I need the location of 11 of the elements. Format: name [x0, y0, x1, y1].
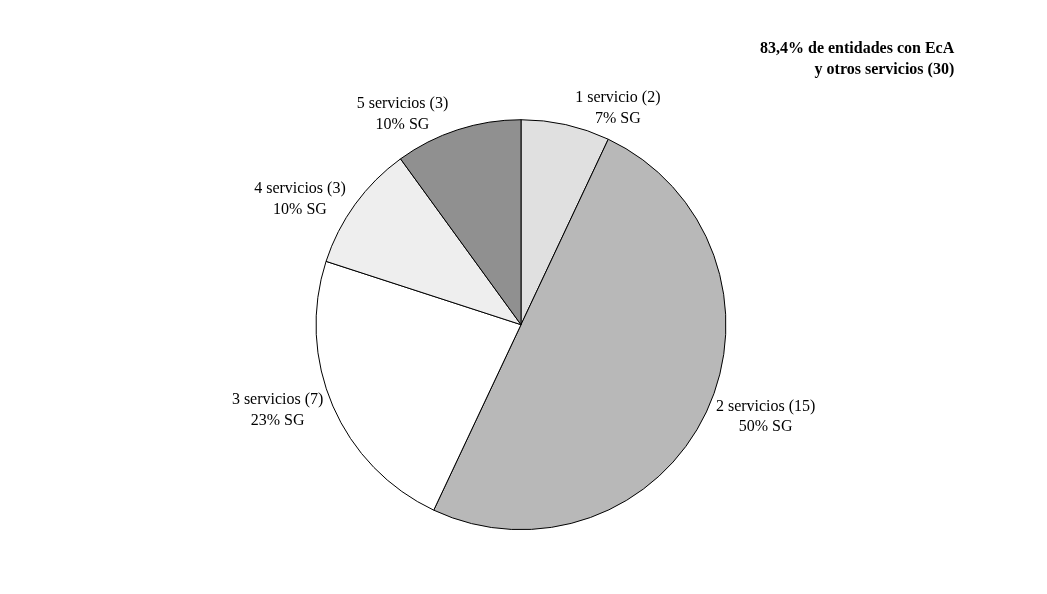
slice-label: 4 servicios (3)	[254, 178, 346, 197]
data-label: 50% SG	[738, 417, 794, 435]
data-label: 10% SG	[375, 114, 430, 132]
data-label: 7% SG	[594, 108, 642, 126]
data-label: 10% SG	[273, 199, 328, 217]
text: 83,4% de entidades con EcA y otros servicios (30)	[760, 39, 955, 78]
data-label: 23% SG	[250, 410, 305, 428]
slice-label: 2 servicios (15)	[715, 396, 816, 415]
slice-label: 1 servicio (2)	[575, 87, 661, 106]
slice-label: 3 servicios (7)	[231, 390, 324, 409]
slice-label: 5 servicios (3)	[356, 93, 449, 112]
